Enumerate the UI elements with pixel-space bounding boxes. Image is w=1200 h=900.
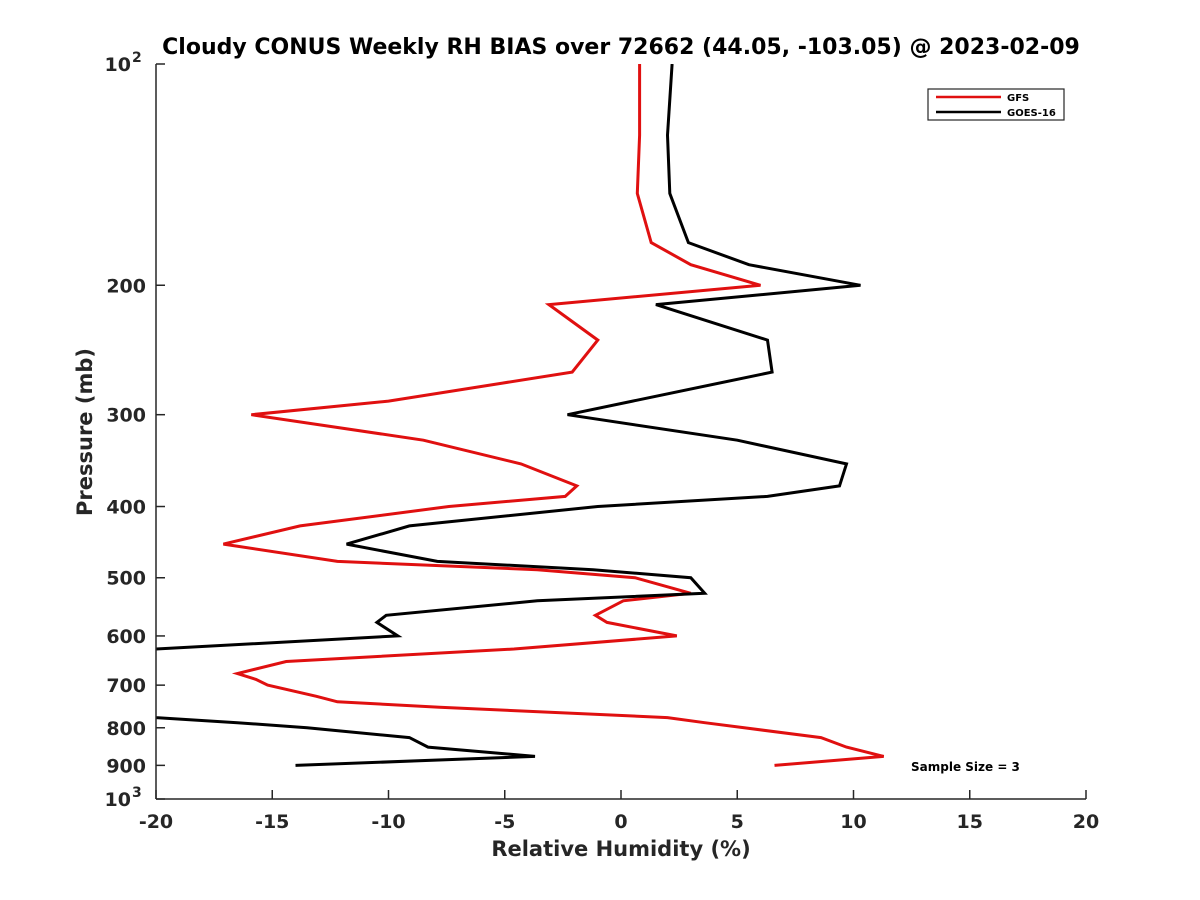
series-layer <box>156 64 885 767</box>
x-ticks: -20 -15 -10 -5 0 5 10 15 20 <box>139 790 1099 833</box>
y-axis-label: Pressure (mb) <box>73 348 97 516</box>
series-line-goes-16 <box>156 64 861 767</box>
series-line-gfs <box>223 64 885 767</box>
x-axis-label: Relative Humidity (%) <box>491 837 750 861</box>
y-tick-label: 500 <box>106 568 146 590</box>
x-tick-label: -15 <box>255 811 289 833</box>
y-tick-label-base: 10 <box>105 54 131 76</box>
y-tick-label: 600 <box>106 626 146 648</box>
y-tick-label: 10 3 <box>105 785 142 811</box>
y-tick-label: 300 <box>106 405 146 427</box>
y-tick-label: 700 <box>106 675 146 697</box>
y-tick-label: 800 <box>106 718 146 740</box>
x-tick-label: 10 <box>840 811 866 833</box>
x-tick-label: -10 <box>371 811 405 833</box>
x-tick-label: 0 <box>614 811 627 833</box>
y-tick-label-exponent: 3 <box>132 785 142 801</box>
legend-label-goes-16: GOES-16 <box>1007 108 1056 119</box>
x-tick-label: -20 <box>139 811 173 833</box>
y-tick-label-base: 10 <box>105 789 131 811</box>
legend: GFS GOES-16 <box>927 88 1065 121</box>
sample-size-annotation: Sample Size = 3 <box>911 760 1020 774</box>
y-tick-label: 200 <box>106 275 146 297</box>
legend-label-gfs: GFS <box>1007 93 1029 104</box>
y-tick-label: 900 <box>106 755 146 777</box>
x-tick-label: 20 <box>1073 811 1099 833</box>
y-tick-label: 400 <box>106 497 146 519</box>
x-tick-label: 5 <box>731 811 744 833</box>
x-tick-label: -5 <box>494 811 515 833</box>
chart-title: Cloudy CONUS Weekly RH BIAS over 72662 (… <box>162 35 1080 60</box>
y-tick-label-exponent: 2 <box>132 50 142 66</box>
y-tick-label: 10 2 <box>105 50 142 76</box>
legend-box <box>927 88 1065 121</box>
x-tick-label: 15 <box>957 811 983 833</box>
